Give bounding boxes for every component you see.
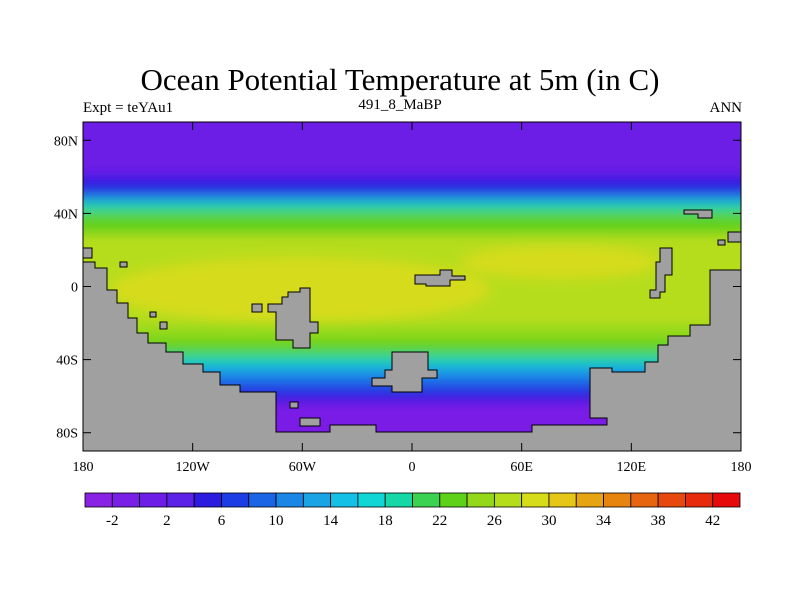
land-islet-2	[159, 321, 168, 330]
land-northern-island	[414, 269, 466, 287]
colorbar-label: 26	[487, 513, 503, 529]
x-tick-label: 120W	[176, 460, 211, 475]
land-east-peninsula	[649, 247, 673, 299]
colorbar-swatch	[302, 492, 332, 508]
colorbar-label: 22	[432, 513, 447, 529]
colorbar-swatch	[166, 492, 195, 508]
x-tick-label: 60W	[289, 460, 317, 475]
period-label: 491_8_MaBP	[358, 97, 442, 113]
season-label: ANN	[709, 100, 743, 116]
map-title: Ocean Potential Temperature at 5m (in C)	[140, 62, 660, 97]
colorbar-swatch	[575, 492, 604, 508]
land-south-island	[371, 351, 438, 393]
y-tick-label: 80N	[54, 134, 78, 149]
x-tick-label: 180	[73, 460, 94, 475]
colorbar-label: -2	[106, 513, 119, 529]
land-islet-4	[289, 401, 299, 409]
colorbar-label: 18	[378, 513, 393, 529]
colorbar-label: 42	[705, 513, 720, 529]
colorbar-swatch	[685, 492, 714, 508]
colorbar-swatch	[439, 492, 468, 508]
colorbar-swatch	[521, 492, 550, 508]
colorbar-swatch	[193, 492, 222, 508]
colorbar-swatch	[330, 492, 359, 508]
ocean-band-south-green2	[83, 340, 741, 358]
y-tick-label: 40N	[54, 207, 78, 222]
x-tick-label: 60E	[510, 460, 533, 475]
land-west-edge	[83, 247, 93, 259]
land-islet-6	[717, 239, 726, 246]
colorbar-swatch	[493, 492, 523, 508]
land-islet-1	[119, 261, 128, 268]
colorbar-label: 6	[218, 513, 226, 529]
colorbar-swatch	[275, 492, 304, 508]
colorbar-swatch	[712, 492, 741, 508]
colorbar-label: 2	[163, 513, 171, 529]
x-tick-label: 180	[731, 460, 752, 475]
experiment-label: Expt = teYAu1	[83, 100, 174, 116]
land-western-continent	[83, 261, 741, 451]
x-tick-label: 0	[409, 460, 416, 475]
colorbar-swatch	[384, 492, 413, 508]
colorbar-swatch	[248, 492, 277, 508]
colorbar-swatch	[139, 492, 168, 508]
colorbar-swatch	[548, 492, 577, 508]
colorbar-label: 30	[541, 513, 556, 529]
axis-ticks: 180 120W 60W 0 60E 120E 180 80N 40N 0 40S 80S	[54, 122, 752, 475]
land-northeast-island	[683, 209, 713, 219]
colorbar-swatch	[466, 492, 495, 508]
land-islet-7	[149, 311, 157, 318]
colorbar-swatch	[630, 492, 659, 508]
colorbar-swatch	[221, 492, 250, 508]
colorbar-label: 14	[323, 513, 339, 529]
colorbar-swatch	[657, 492, 686, 508]
land-islet-5	[299, 417, 321, 427]
colorbar-swatch	[603, 492, 632, 508]
ocean-field	[83, 122, 741, 451]
colorbar-label: 10	[269, 513, 284, 529]
land-islet-3	[251, 303, 263, 313]
land-central-island	[267, 287, 319, 349]
y-tick-label: 0	[71, 281, 78, 296]
ocean-warm-pool-east	[460, 246, 660, 278]
colorbar-label: 34	[596, 513, 612, 529]
colorbar-swatch	[84, 492, 113, 508]
y-tick-label: 80S	[56, 427, 78, 442]
ocean-band-south-green	[83, 325, 741, 343]
land-masses	[83, 209, 741, 451]
colorbar-swatch	[111, 492, 140, 508]
colorbar: -2 2 6 10 14 18 22 26 30 34 38 42	[84, 492, 741, 529]
y-tick-label: 40S	[56, 354, 78, 369]
colorbar-swatch	[412, 492, 441, 508]
x-tick-label: 120E	[617, 460, 647, 475]
land-east-edge	[727, 231, 741, 243]
colorbar-label: 38	[651, 513, 666, 529]
colorbar-swatch	[357, 492, 386, 508]
